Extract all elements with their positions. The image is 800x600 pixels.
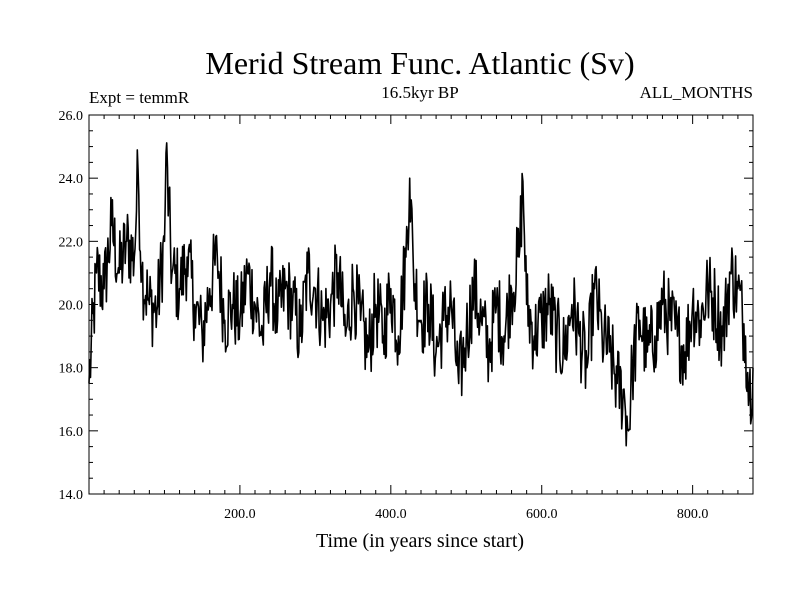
y-tick-label: 20.0 bbox=[59, 299, 84, 314]
plot-frame bbox=[88, 114, 754, 495]
period-label: 16.5kyr BP bbox=[381, 83, 458, 102]
y-tick-label: 24.0 bbox=[59, 172, 84, 187]
y-tick-label: 18.0 bbox=[59, 362, 84, 377]
y-tick-label: 16.0 bbox=[59, 425, 84, 440]
months-label: ALL_MONTHS bbox=[640, 83, 753, 102]
chart-title: Merid Stream Func. Atlantic (Sv) bbox=[205, 45, 634, 81]
x-tick-label: 800.0 bbox=[677, 507, 709, 522]
plot-area: 14.0 16.0 18.0 20.0 22.0 24.0 26.0 200.0 400.0 60… bbox=[59, 109, 754, 522]
series-line bbox=[88, 142, 754, 447]
x-tick-label: 200.0 bbox=[224, 507, 256, 522]
x-axis-label: Time (in years since start) bbox=[316, 530, 524, 552]
x-tick-label: 400.0 bbox=[375, 507, 407, 522]
y-tick-label: 22.0 bbox=[59, 235, 84, 250]
experiment-label: Expt = temmR bbox=[89, 88, 190, 107]
y-tick-label: 14.0 bbox=[59, 488, 84, 503]
y-tick-label: 26.0 bbox=[59, 109, 84, 124]
x-tick-label: 600.0 bbox=[526, 507, 558, 522]
